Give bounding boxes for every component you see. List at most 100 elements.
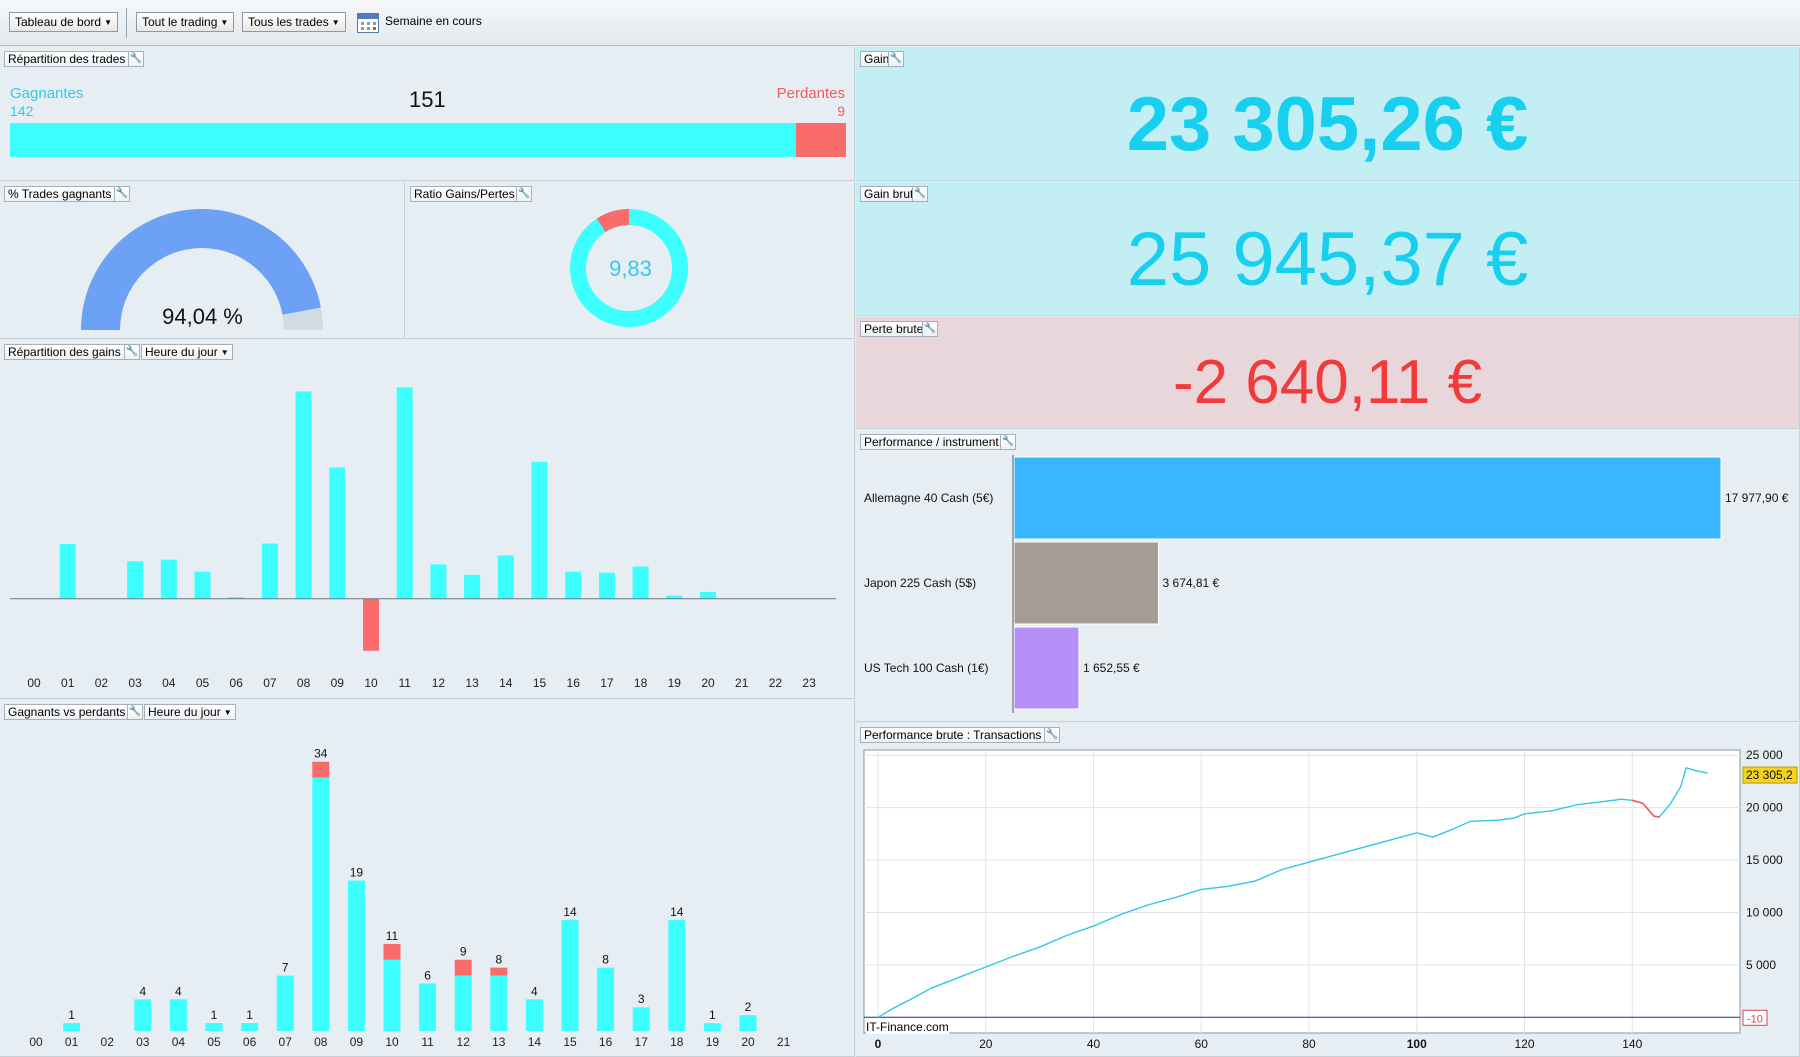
data-label: 14 — [563, 905, 577, 919]
winners-bar — [312, 777, 330, 1031]
instrument-value: 3 674,81 € — [1163, 576, 1220, 590]
panel-title: Répartition des trades — [4, 51, 130, 67]
panel-title: Perte brute — [860, 321, 928, 337]
panel-title: % Trades gagnants — [4, 186, 116, 202]
gain-bar — [632, 566, 649, 599]
calendar-icon[interactable] — [357, 13, 379, 33]
trades-split-panel: Répartition des trades 🔧 Gagnantes 142 1… — [0, 47, 855, 181]
ratio-panel: Ratio Gains/Pertes 🔧 9,83 — [406, 182, 855, 339]
instrument-bar — [1013, 626, 1080, 710]
panel-title: Gain brut — [860, 186, 918, 202]
instrument-bar — [1013, 456, 1722, 540]
x-tick-label: 80 — [1302, 1037, 1316, 1051]
gain-bar — [228, 597, 245, 599]
winners-bar — [63, 1023, 81, 1031]
gross-gain-panel: Gain brut 🔧 25 945,37 € — [856, 182, 1800, 316]
instrument-bar — [1013, 541, 1160, 625]
data-label: 4 — [139, 984, 146, 998]
data-label: 1 — [709, 1008, 716, 1022]
data-label: 8 — [495, 953, 502, 967]
wrench-icon[interactable]: 🔧 — [922, 321, 938, 337]
x-tick-label: 20 — [701, 676, 715, 690]
current-value-label: 23 305,2 — [1746, 768, 1793, 782]
watermark: IT-Finance.com — [866, 1020, 949, 1034]
gain-bar — [430, 564, 447, 599]
x-tick-label: 60 — [1195, 1037, 1209, 1051]
instrument-name: Japon 225 Cash (5$) — [864, 576, 976, 590]
winners-bar — [241, 1023, 259, 1031]
x-tick-label: 05 — [207, 1035, 221, 1049]
winners-bar — [347, 880, 365, 1031]
wrench-icon[interactable]: 🔧 — [114, 186, 130, 202]
wrench-icon[interactable]: 🔧 — [912, 186, 928, 202]
wrench-icon[interactable]: 🔧 — [516, 186, 532, 202]
gain-bar — [59, 544, 76, 599]
winners-bar — [561, 920, 579, 1031]
x-tick-label: 00 — [27, 676, 41, 690]
data-label: 14 — [670, 905, 684, 919]
win-rate-gauge — [81, 208, 323, 330]
x-tick-label: 14 — [499, 676, 513, 690]
x-tick-label: 23 — [802, 676, 816, 690]
gains-hour-dropdown[interactable]: Heure du jour ▼ — [141, 344, 233, 360]
instrument-value: 1 652,55 € — [1083, 661, 1140, 675]
x-tick-label: 08 — [297, 676, 311, 690]
ref-marker — [1742, 1009, 1768, 1026]
winners-hour-dropdown[interactable]: Heure du jour ▼ — [144, 704, 236, 720]
x-tick-label: 0 — [875, 1037, 882, 1051]
wrench-icon[interactable]: 🔧 — [128, 51, 144, 67]
gain-bar — [194, 571, 211, 599]
gain-bar — [700, 591, 716, 599]
data-label: 3 — [638, 992, 645, 1006]
y-tick-label: 20 000 — [1746, 801, 1783, 815]
gain-bar — [464, 574, 481, 599]
x-tick-label: 04 — [162, 676, 176, 690]
toolbar-separator — [126, 8, 127, 38]
x-tick-label: 01 — [65, 1035, 79, 1049]
trading-dropdown[interactable]: Tout le trading ▼ — [136, 12, 235, 32]
x-tick-label: 06 — [230, 676, 244, 690]
wrench-icon[interactable]: 🔧 — [1044, 727, 1060, 743]
wrench-icon[interactable]: 🔧 — [888, 51, 904, 67]
x-tick-label: 12 — [457, 1035, 471, 1049]
trades-dropdown[interactable]: Tous les trades ▼ — [242, 12, 346, 32]
x-tick-label: 120 — [1514, 1037, 1534, 1051]
x-tick-label: 16 — [599, 1035, 613, 1049]
gain-bar — [261, 543, 278, 599]
wrench-icon[interactable]: 🔧 — [127, 704, 143, 720]
data-label: 4 — [531, 984, 538, 998]
winners-bar — [668, 920, 686, 1031]
x-tick-label: 05 — [196, 676, 210, 690]
losers-bar — [454, 959, 472, 976]
toolbar: Tableau de bord ▼ Tout le trading ▼ Tous l… — [0, 0, 1800, 46]
x-tick-label: 14 — [528, 1035, 542, 1049]
x-tick-label: 20 — [979, 1037, 993, 1051]
wrench-icon[interactable]: 🔧 — [124, 344, 140, 360]
x-tick-label: 02 — [101, 1035, 115, 1049]
x-tick-label: 10 — [385, 1035, 399, 1049]
x-tick-label: 15 — [563, 1035, 577, 1049]
x-tick-label: 16 — [567, 676, 581, 690]
period-label: Semaine en cours — [385, 14, 482, 28]
panel-title: Performance brute : Transactions — [860, 727, 1046, 743]
ratio-value: 9,83 — [609, 256, 652, 281]
winners-bar — [454, 975, 472, 1031]
panel-title: Ratio Gains/Pertes — [410, 186, 519, 202]
x-tick-label: 03 — [128, 676, 142, 690]
winners-bar — [134, 999, 152, 1031]
x-tick-label: 11 — [421, 1035, 434, 1049]
wrench-icon[interactable]: 🔧 — [1000, 434, 1016, 450]
x-tick-label: 20 — [741, 1035, 755, 1049]
panel-title: Performance / instrument — [860, 434, 1003, 450]
x-tick-label: 22 — [769, 676, 783, 690]
plot-area — [863, 749, 1741, 1034]
winners-losers-panel: Gagnants vs perdants 🔧 Heure du jour ▼ 00… — [0, 700, 855, 1057]
panel-title: Gain — [860, 51, 894, 67]
gain-bar — [329, 467, 346, 599]
dashboard-dropdown[interactable]: Tableau de bord ▼ — [9, 12, 118, 32]
instrument-bar-chart: Allemagne 40 Cash (5€) 17 977,90 € Japon 2… — [864, 455, 1789, 713]
x-tick-label: 01 — [61, 676, 75, 690]
gain-bar — [497, 555, 514, 599]
ref-label: -10 — [1747, 1013, 1763, 1025]
